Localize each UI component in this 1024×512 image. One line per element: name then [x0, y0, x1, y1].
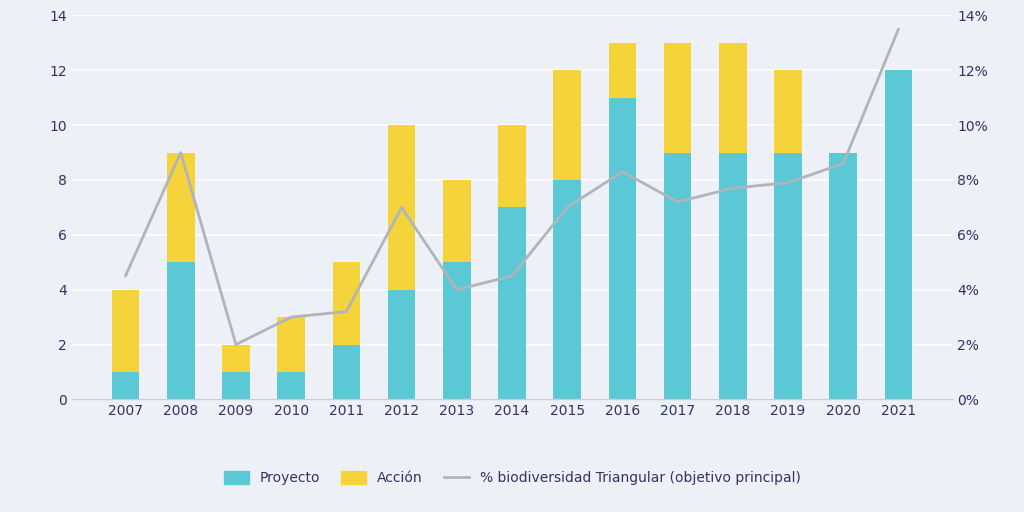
Bar	[333, 345, 360, 399]
Bar	[222, 372, 250, 399]
Bar	[719, 43, 746, 153]
Bar	[829, 153, 857, 399]
Bar	[278, 317, 305, 372]
Bar	[664, 153, 691, 399]
Bar	[443, 262, 471, 399]
Bar	[333, 262, 360, 345]
Bar	[167, 153, 195, 262]
Bar	[167, 262, 195, 399]
Bar	[719, 153, 746, 399]
Bar	[774, 153, 802, 399]
Bar	[608, 98, 636, 399]
Bar	[443, 180, 471, 262]
Bar	[388, 290, 416, 399]
Bar	[112, 290, 139, 372]
Bar	[499, 125, 525, 207]
Bar	[112, 372, 139, 399]
Bar	[885, 70, 912, 399]
Bar	[608, 43, 636, 98]
Bar	[664, 43, 691, 153]
Bar	[388, 125, 416, 290]
Bar	[278, 372, 305, 399]
Bar	[774, 70, 802, 153]
Legend: Proyecto, Acción, % biodiversidad Triangular (objetivo principal): Proyecto, Acción, % biodiversidad Triang…	[216, 464, 808, 492]
Bar	[222, 345, 250, 372]
Bar	[499, 207, 525, 399]
Bar	[553, 180, 581, 399]
Bar	[553, 70, 581, 180]
